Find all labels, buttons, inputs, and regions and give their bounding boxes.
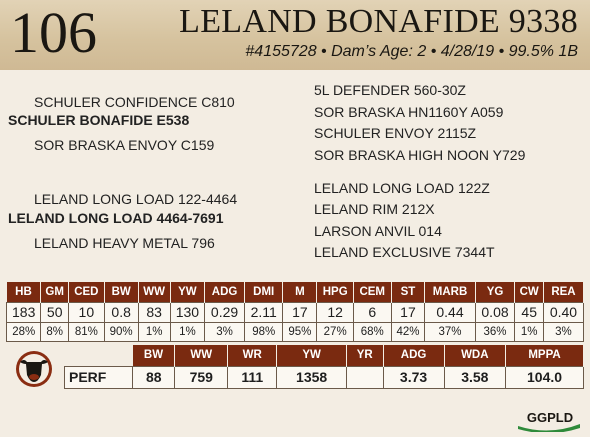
epd-percentile: 81% (67, 321, 105, 342)
perf-header: YW (276, 345, 347, 366)
performance-table: BW WW WR YW YR ADG WDA MPPA PERF 88 759 … (64, 345, 584, 389)
pedigree-right-line: LELAND LONG LOAD 122Z (314, 180, 490, 196)
perf-corner (65, 345, 133, 366)
epd-header: HB (6, 282, 42, 302)
dam-sire: LELAND LONG LOAD 122-4464 (34, 191, 238, 207)
pedigree-right-line: LELAND RIM 212X (314, 201, 435, 217)
perf-header: ADG (383, 345, 445, 366)
epd-value: 0.8 (103, 301, 139, 323)
perf-value (345, 365, 384, 389)
perf-header: WR (227, 345, 278, 366)
perf-value: 1358 (276, 365, 347, 389)
lot-header: 106 LELAND BONAFIDE 9338 #4155728 • Dam’… (0, 0, 590, 70)
epd-percentile: 1% (137, 321, 171, 342)
epd-value: 17 (390, 301, 426, 323)
epd-header: CW (514, 282, 544, 302)
epd-percentile: 36% (474, 321, 516, 342)
perf-header: MPPA (505, 345, 584, 366)
lot-number: 106 (10, 0, 97, 65)
perf-value: 3.58 (443, 365, 507, 389)
epd-percentile: 42% (390, 321, 426, 342)
epd-value: 130 (169, 301, 206, 323)
perf-header: YR (346, 345, 384, 366)
epd-value: 10 (67, 301, 105, 323)
perf-value: 3.73 (382, 365, 445, 389)
perf-value: 88 (131, 365, 176, 389)
epd-header: YW (170, 282, 206, 302)
perf-header: WW (174, 345, 229, 366)
epd-percentile: 8% (40, 321, 69, 342)
epd-header-row: HB GM CED BW WW YW ADG DMI M HPG CEM ST … (6, 282, 585, 302)
epd-value: 2.11 (243, 301, 284, 323)
epd-value: 45 (514, 301, 544, 323)
epd-percentile: 1% (169, 321, 206, 342)
epd-value: 0.40 (542, 301, 585, 323)
animal-name: LELAND BONAFIDE 9338 (179, 3, 578, 40)
epd-value: 17 (282, 301, 318, 323)
bull-head-logo (16, 351, 52, 387)
pedigree-right-line: SCHULER ENVOY 2115Z (314, 125, 477, 141)
sire-dam: SOR BRASKA ENVOY C159 (34, 137, 215, 153)
epd-value: 83 (137, 301, 171, 323)
epd-header: MARB (424, 282, 476, 302)
epd-percentile: 68% (352, 321, 392, 342)
epd-value: 183 (5, 301, 42, 323)
pedigree-right-line: 5L DEFENDER 560-30Z (314, 82, 466, 98)
sire-sire: SCHULER CONFIDENCE C810 (34, 94, 235, 110)
epd-value: 0.44 (424, 301, 476, 323)
perf-value: 111 (227, 365, 278, 389)
epd-values-row: 183 50 10 0.8 83 130 0.29 2.11 17 12 6 1… (5, 301, 585, 323)
epd-header: DMI (244, 282, 284, 302)
epd-header: CED (68, 282, 105, 302)
epd-percentile: 28% (5, 321, 42, 342)
epd-header: BW (104, 282, 139, 302)
epd-percentile: 27% (316, 321, 354, 342)
sire: SCHULER BONAFIDE E538 (8, 112, 190, 128)
registration-info: #4155728 • Dam’s Age: 2 • 4/28/19 • 99.5… (245, 43, 578, 60)
epd-header: ADG (204, 282, 245, 302)
epd-header: GM (40, 282, 69, 302)
perf-header-row: BW WW WR YW YR ADG WDA MPPA (65, 345, 584, 366)
epd-table: HB GM CED BW WW YW ADG DMI M HPG CEM ST … (5, 282, 585, 342)
dam: LELAND LONG LOAD 4464-7691 (8, 210, 224, 226)
epd-percentile: 98% (243, 321, 284, 342)
perf-value: 104.0 (505, 365, 584, 389)
dam-dam: LELAND HEAVY METAL 796 (34, 235, 215, 251)
pedigree-right-line: LARSON ANVIL 014 (314, 223, 442, 239)
pedigree-right-line: SOR BRASKA HN1160Y A059 (314, 104, 504, 120)
ggpld-logo: GGPLD (518, 410, 580, 432)
epd-header: M (282, 282, 318, 302)
epd-percentile: 95% (282, 321, 318, 342)
epd-header: HPG (316, 282, 354, 302)
epd-header: YG (475, 282, 516, 302)
epd-value: 50 (40, 301, 69, 323)
pedigree-right-line: LELAND EXCLUSIVE 7344T (314, 244, 495, 260)
epd-percentile: 3% (542, 321, 585, 342)
perf-values-row: PERF 88 759 111 1358 3.73 3.58 104.0 (64, 365, 584, 389)
epd-header: ST (391, 282, 426, 302)
perf-header: BW (132, 345, 176, 366)
epd-percentile-row: 28% 8% 81% 90% 1% 1% 3% 98% 95% 27% 68% … (5, 321, 585, 342)
epd-header: REA (543, 282, 585, 302)
epd-percentile: 90% (103, 321, 139, 342)
perf-header: WDA (444, 345, 507, 366)
epd-percentile: 1% (514, 321, 544, 342)
epd-percentile: 37% (424, 321, 476, 342)
epd-value: 6 (352, 301, 392, 323)
epd-header: WW (138, 282, 171, 302)
epd-value: 12 (316, 301, 354, 323)
perf-row-label: PERF (64, 365, 133, 389)
epd-value: 0.08 (474, 301, 516, 323)
epd-header: CEM (353, 282, 392, 302)
ggpld-text: GGPLD (527, 410, 573, 425)
epd-percentile: 3% (204, 321, 245, 342)
pedigree-right-line: SOR BRASKA HIGH NOON Y729 (314, 147, 526, 163)
perf-value: 759 (174, 365, 229, 389)
epd-value: 0.29 (204, 301, 245, 323)
